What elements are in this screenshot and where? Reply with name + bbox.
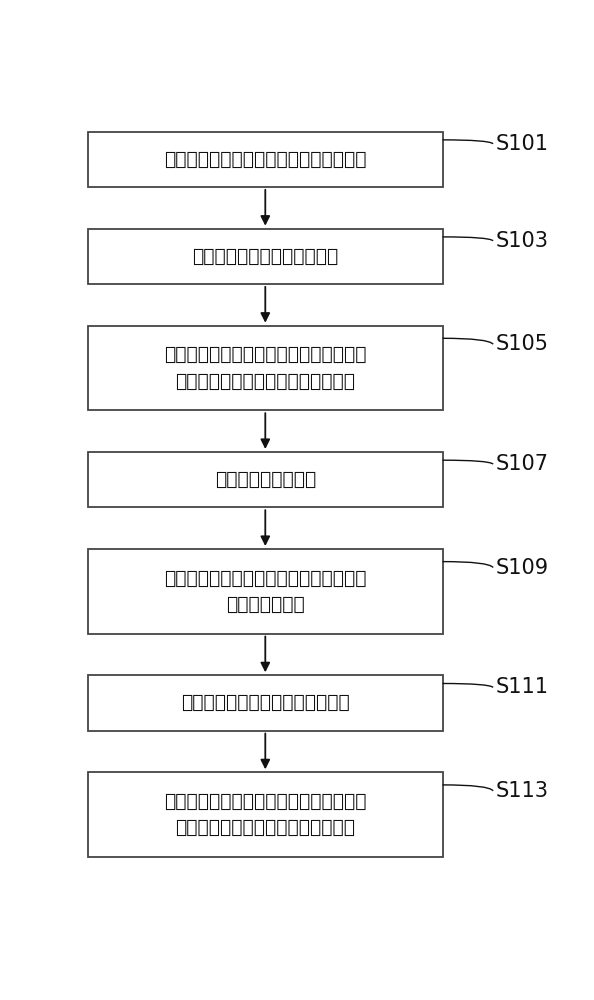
Bar (88, 326, 443, 410)
Text: S111: S111 (495, 677, 548, 697)
Bar (88, 549, 443, 634)
Text: 对电压检测信号进行处理判断: 对电压检测信号进行处理判断 (192, 247, 339, 266)
Bar (88, 772, 443, 857)
Bar (88, 452, 443, 507)
Text: S105: S105 (495, 334, 548, 354)
Bar (88, 229, 443, 284)
Text: S113: S113 (495, 781, 548, 801)
Text: 接收重新检测的处于供电状态的电源的当
前电压检测信号: 接收重新检测的处于供电状态的电源的当 前电压检测信号 (164, 568, 366, 614)
Text: 接收处于供电状态的电源的电压检测信号: 接收处于供电状态的电源的电压检测信号 (164, 150, 366, 169)
Text: 当电压检测信号对应的电压值低于失电压
阈值时，输出失压计时开始控制指令: 当电压检测信号对应的电压值低于失电压 阈值时，输出失压计时开始控制指令 (164, 345, 366, 391)
Bar (88, 675, 443, 731)
Text: S101: S101 (495, 134, 548, 154)
Text: S109: S109 (495, 558, 549, 578)
Text: 当当前电压检测信号对应的电压值低于失
电压阈值时，输出电源切换控制指令: 当当前电压检测信号对应的电压值低于失 电压阈值时，输出电源切换控制指令 (164, 792, 366, 837)
Text: 对当前电压检测信号进行处理判断: 对当前电压检测信号进行处理判断 (181, 693, 350, 712)
Text: S103: S103 (495, 231, 548, 251)
Bar (88, 132, 443, 187)
Text: S107: S107 (495, 454, 548, 474)
Text: 接收计时到触发信号: 接收计时到触发信号 (214, 470, 316, 489)
